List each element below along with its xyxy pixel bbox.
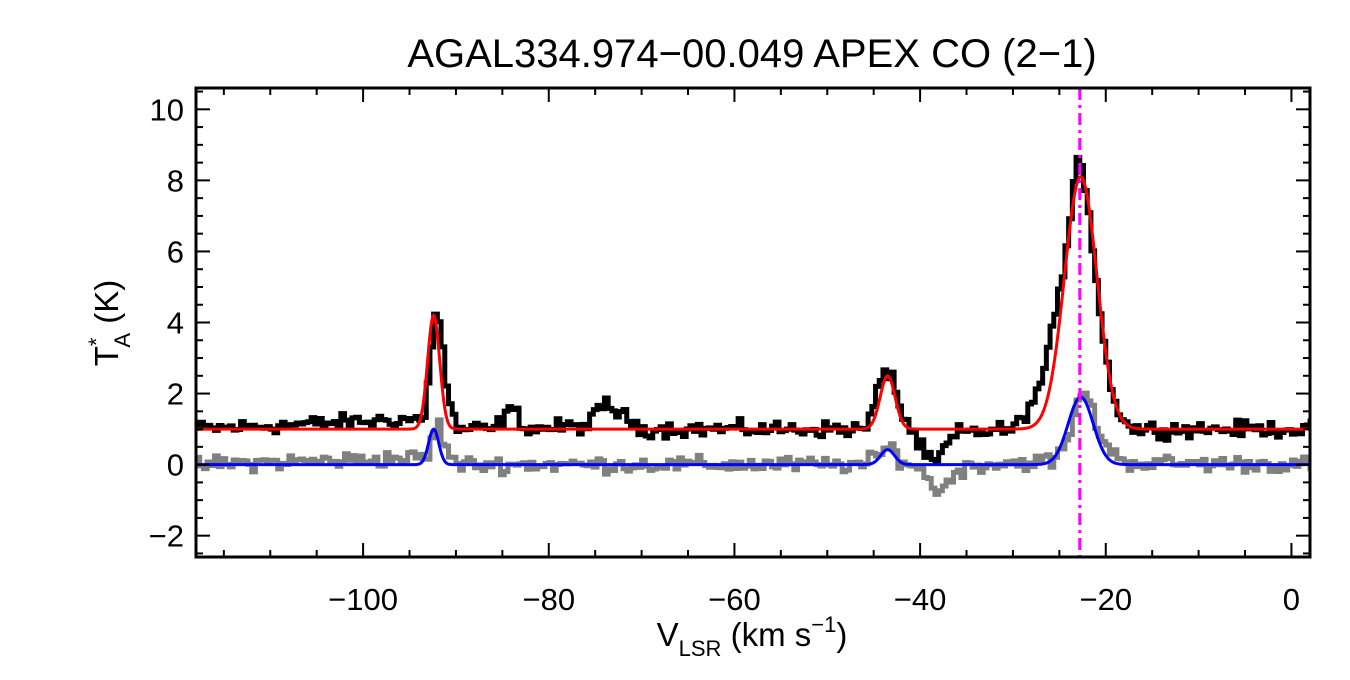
chart-title: AGAL334.974−00.049 APEX CO (2−1)	[407, 32, 1096, 76]
fit-line-3	[196, 395, 1310, 467]
fit-line-1	[196, 175, 1310, 431]
y-tick-label: 8	[167, 163, 184, 198]
x-tick-label: −80	[522, 582, 575, 617]
x-tick-label: 0	[1283, 582, 1300, 617]
x-axis-label-sub: LSR	[679, 636, 722, 661]
x-axis-label: VLSR (km s−1)	[657, 612, 848, 661]
plot-frame	[194, 86, 1312, 559]
x-tick-label: −100	[328, 582, 398, 617]
x-axis-label-main: V	[657, 616, 679, 653]
y-axis-label-main: T	[88, 346, 125, 366]
y-axis-label-group: T*A (K)	[84, 280, 135, 367]
x-axis-label-end: )	[836, 616, 847, 653]
x-axis-label-sup: −1	[811, 612, 836, 637]
spectrum-line-2	[196, 390, 1310, 497]
x-tick-label: −40	[894, 582, 947, 617]
x-tick-label: −60	[708, 582, 761, 617]
y-tick-label: −2	[149, 519, 184, 554]
x-axis-label-rest: (km s	[721, 616, 811, 653]
y-axis-label: T*A (K)	[84, 280, 135, 367]
y-axis-label-rest: (K)	[88, 280, 125, 333]
y-tick-label: 6	[167, 234, 184, 269]
y-tick-label: 10	[150, 92, 184, 127]
y-tick-label: 0	[167, 448, 184, 483]
plot-area	[196, 88, 1310, 557]
spectrum-line-0	[196, 154, 1310, 465]
y-tick-label: 2	[167, 377, 184, 412]
y-tick-label: 4	[167, 306, 184, 341]
x-tick-label: −20	[1079, 582, 1132, 617]
y-axis-label-sub: A	[110, 333, 135, 348]
y-axis-label-sup: *	[84, 337, 109, 346]
